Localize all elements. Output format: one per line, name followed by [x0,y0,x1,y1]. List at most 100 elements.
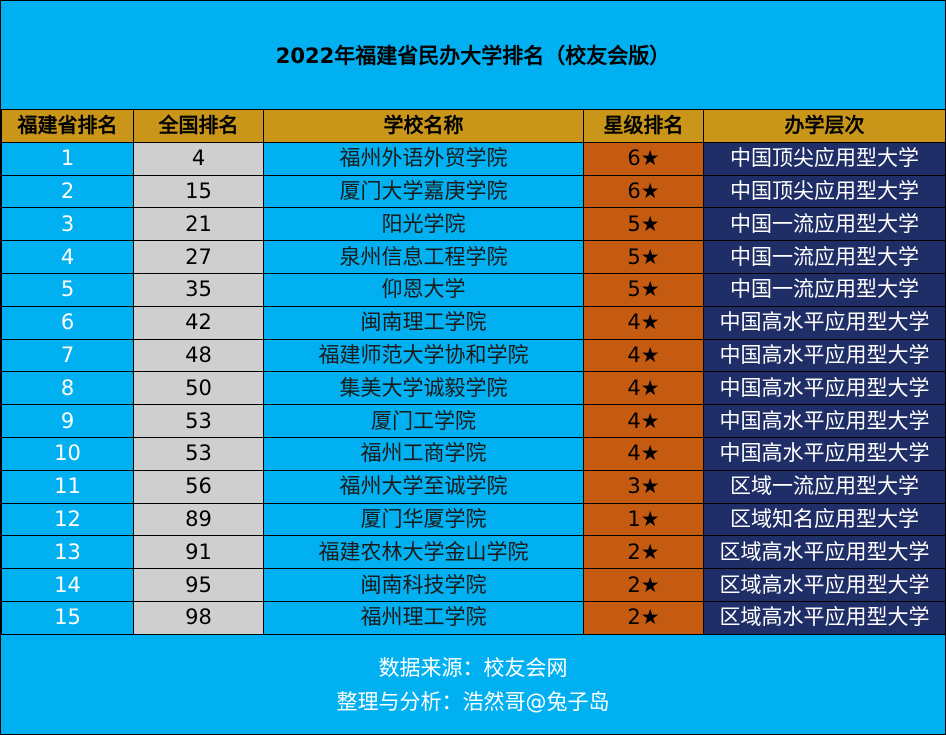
cell-star-rank: 4★ [583,338,704,373]
cell-school-name: 泉州信息工程学院 [263,240,584,274]
cell-level: 区域一流应用型大学 [703,469,946,504]
cell-level: 区域高水平应用型大学 [703,535,946,570]
cell-school-name: 闽南理工学院 [263,305,584,340]
column-header-national-rank: 全国排名 [133,109,264,143]
cell-school-name: 厦门华厦学院 [263,502,584,537]
cell-star-rank: 3★ [583,469,704,504]
cell-school-name: 厦门大学嘉庚学院 [263,174,584,209]
cell-school-name: 福州大学至诚学院 [263,469,584,504]
column-header-star-rank: 星级排名 [583,109,704,143]
cell-school-name: 福州外语外贸学院 [263,141,584,176]
cell-star-rank: 1★ [583,502,704,537]
cell-province-rank: 11 [1,469,134,504]
cell-school-name: 福州工商学院 [263,436,584,471]
cell-national-rank: 53 [133,436,264,471]
cell-national-rank: 15 [133,174,264,209]
author-text: 整理与分析：浩然哥@兔子岛 [336,689,610,714]
table-row: 6 42 闽南理工学院 4★ 中国高水平应用型大学 [1,305,946,340]
cell-level: 中国一流应用型大学 [703,240,946,274]
cell-level: 中国高水平应用型大学 [703,305,946,340]
cell-national-rank: 48 [133,338,264,373]
table-row: 15 98 福州理工学院 2★ 区域高水平应用型大学 [1,600,946,635]
cell-school-name: 福建农林大学金山学院 [263,535,584,570]
cell-school-name: 阳光学院 [263,207,584,242]
cell-star-rank: 4★ [583,404,704,438]
table-header-row: 福建省排名 全国排名 学校名称 星级排名 办学层次 [1,109,946,143]
table-row: 11 56 福州大学至诚学院 3★ 区域一流应用型大学 [1,469,946,504]
cell-star-rank: 2★ [583,600,704,635]
ranking-table: 福建省排名 全国排名 学校名称 星级排名 办学层次 1 4 福州外语外贸学院 6★ 中国… [1,109,946,635]
cell-national-rank: 91 [133,535,264,570]
table-row: 4 27 泉州信息工程学院 5★ 中国一流应用型大学 [1,240,946,274]
cell-school-name: 厦门工学院 [263,404,584,438]
table-row: 10 53 福州工商学院 4★ 中国高水平应用型大学 [1,436,946,471]
column-header-level: 办学层次 [703,109,946,143]
cell-star-rank: 2★ [583,568,704,602]
table-row: 1 4 福州外语外贸学院 6★ 中国顶尖应用型大学 [1,141,946,176]
table-body: 1 4 福州外语外贸学院 6★ 中国顶尖应用型大学 2 15 厦门大学嘉庚学院 6★ 中国顶尖应用… [1,141,946,635]
cell-school-name: 仰恩大学 [263,272,584,307]
cell-province-rank: 8 [1,371,134,406]
cell-star-rank: 4★ [583,436,704,471]
table-row: 2 15 厦门大学嘉庚学院 6★ 中国顶尖应用型大学 [1,174,946,209]
table-row: 8 50 集美大学诚毅学院 4★ 中国高水平应用型大学 [1,371,946,406]
cell-national-rank: 4 [133,141,264,176]
cell-school-name: 集美大学诚毅学院 [263,371,584,406]
cell-province-rank: 9 [1,404,134,438]
cell-province-rank: 13 [1,535,134,570]
table-row: 3 21 阳光学院 5★ 中国一流应用型大学 [1,207,946,242]
table-row: 9 53 厦门工学院 4★ 中国高水平应用型大学 [1,404,946,438]
cell-province-rank: 1 [1,141,134,176]
cell-national-rank: 50 [133,371,264,406]
cell-national-rank: 98 [133,600,264,635]
cell-star-rank: 6★ [583,174,704,209]
cell-star-rank: 5★ [583,240,704,274]
data-source-text: 数据来源：校友会网 [378,655,568,680]
cell-province-rank: 4 [1,240,134,274]
cell-star-rank: 4★ [583,371,704,406]
cell-level: 中国高水平应用型大学 [703,404,946,438]
cell-level: 中国顶尖应用型大学 [703,174,946,209]
cell-province-rank: 5 [1,272,134,307]
footer: 数据来源：校友会网 整理与分析：浩然哥@兔子岛 [1,635,945,734]
cell-province-rank: 14 [1,568,134,602]
cell-star-rank: 4★ [583,305,704,340]
cell-school-name: 福州理工学院 [263,600,584,635]
table-row: 7 48 福建师范大学协和学院 4★ 中国高水平应用型大学 [1,338,946,373]
cell-national-rank: 42 [133,305,264,340]
cell-star-rank: 5★ [583,272,704,307]
table-row: 5 35 仰恩大学 5★ 中国一流应用型大学 [1,272,946,307]
cell-star-rank: 5★ [583,207,704,242]
cell-national-rank: 89 [133,502,264,537]
cell-star-rank: 2★ [583,535,704,570]
cell-level: 区域高水平应用型大学 [703,600,946,635]
cell-level: 区域高水平应用型大学 [703,568,946,602]
cell-province-rank: 6 [1,305,134,340]
cell-school-name: 闽南科技学院 [263,568,584,602]
cell-national-rank: 95 [133,568,264,602]
cell-province-rank: 12 [1,502,134,537]
table-row: 13 91 福建农林大学金山学院 2★ 区域高水平应用型大学 [1,535,946,570]
cell-province-rank: 10 [1,436,134,471]
cell-province-rank: 2 [1,174,134,209]
table-row: 14 95 闽南科技学院 2★ 区域高水平应用型大学 [1,568,946,602]
cell-province-rank: 15 [1,600,134,635]
cell-star-rank: 6★ [583,141,704,176]
cell-province-rank: 7 [1,338,134,373]
column-header-province-rank: 福建省排名 [1,109,134,143]
cell-national-rank: 53 [133,404,264,438]
cell-national-rank: 21 [133,207,264,242]
cell-level: 中国一流应用型大学 [703,207,946,242]
cell-level: 中国高水平应用型大学 [703,371,946,406]
cell-national-rank: 27 [133,240,264,274]
cell-national-rank: 35 [133,272,264,307]
cell-level: 区域知名应用型大学 [703,502,946,537]
cell-national-rank: 56 [133,469,264,504]
cell-school-name: 福建师范大学协和学院 [263,338,584,373]
page-title: 2022年福建省民办大学排名（校友会版） [275,44,671,68]
cell-level: 中国高水平应用型大学 [703,436,946,471]
column-header-school-name: 学校名称 [263,109,584,143]
table-row: 12 89 厦门华厦学院 1★ 区域知名应用型大学 [1,502,946,537]
cell-province-rank: 3 [1,207,134,242]
